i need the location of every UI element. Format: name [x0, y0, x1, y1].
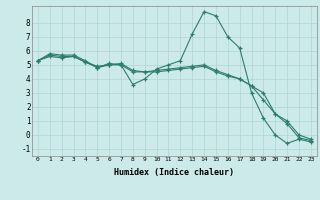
X-axis label: Humidex (Indice chaleur): Humidex (Indice chaleur) — [115, 168, 234, 177]
